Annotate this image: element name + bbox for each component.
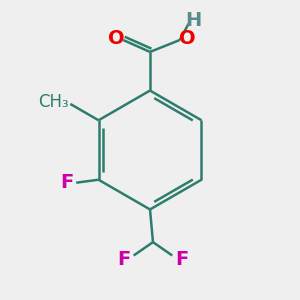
Text: CH₃: CH₃ — [38, 93, 69, 111]
Text: F: F — [175, 250, 188, 269]
Text: F: F — [61, 173, 74, 192]
Text: F: F — [118, 250, 131, 269]
Text: O: O — [107, 29, 124, 48]
Text: O: O — [179, 29, 196, 48]
Text: H: H — [185, 11, 201, 30]
